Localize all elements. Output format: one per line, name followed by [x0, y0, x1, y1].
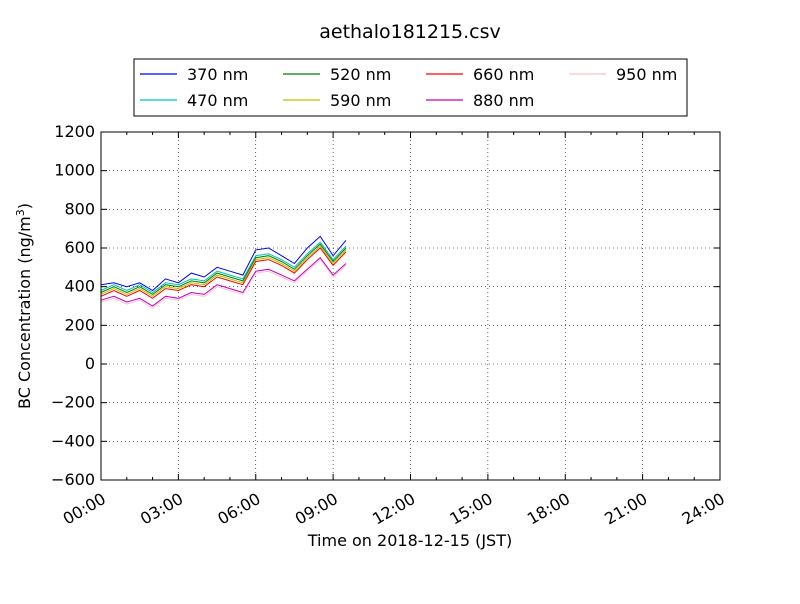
y-tick-label: 400	[64, 277, 95, 296]
x-tick-label: 18:00	[524, 489, 573, 529]
y-axis-label: BC Concentration (ng/m3)	[14, 203, 34, 409]
y-tick-label: 1200	[54, 122, 95, 141]
y-tick-label: −600	[51, 470, 95, 489]
series-line-590-nm	[100, 245, 347, 297]
y-tick-label: 600	[64, 238, 95, 257]
legend-label: 470 nm	[187, 91, 248, 110]
legend-label: 950 nm	[616, 65, 677, 84]
legend: 370 nm 470 nm 520 nm 590 nm 660 nm 880 nm 950 …	[140, 65, 677, 110]
grid	[101, 132, 720, 480]
y-axis-label-sup: 3	[14, 209, 27, 216]
series-line-660-nm	[100, 247, 347, 299]
x-axis-label: Time on 2018-12-15 (JST)	[307, 531, 512, 550]
series-layer	[100, 235, 347, 309]
y-tick-label: 800	[64, 199, 95, 218]
y-tick-label: 200	[64, 315, 95, 334]
x-tick-label: 21:00	[601, 489, 650, 529]
x-tick-label: 09:00	[292, 489, 341, 529]
x-tick-label: 06:00	[214, 489, 263, 529]
y-tick-label: −200	[51, 393, 95, 412]
series-line-370-nm	[100, 235, 347, 292]
y-axis-label-end: )	[15, 203, 34, 209]
y-tick-label: 1000	[54, 161, 95, 180]
y-tick-label: −400	[51, 431, 95, 450]
x-tick-label: 00:00	[60, 489, 109, 529]
legend-label: 590 nm	[330, 91, 391, 110]
legend-box	[133, 58, 688, 117]
y-axis-label-main: BC Concentration (ng/m	[15, 216, 34, 409]
y-tick-label: 0	[85, 354, 95, 373]
legend-label: 660 nm	[473, 65, 534, 84]
series-line-470-nm	[100, 241, 347, 294]
x-tick-label: 03:00	[137, 489, 186, 529]
x-tick-label: 15:00	[446, 489, 495, 529]
legend-label: 880 nm	[473, 91, 534, 110]
legend-label: 520 nm	[330, 65, 391, 84]
x-tick-label: 12:00	[369, 489, 418, 529]
series-line-520-nm	[100, 243, 347, 296]
series-line-950-nm	[100, 258, 347, 309]
series-line-880-nm	[100, 256, 347, 307]
legend-label: 370 nm	[187, 65, 248, 84]
chart-title: aethalo181215.csv	[319, 21, 501, 43]
x-tick-label: 24:00	[679, 489, 728, 529]
